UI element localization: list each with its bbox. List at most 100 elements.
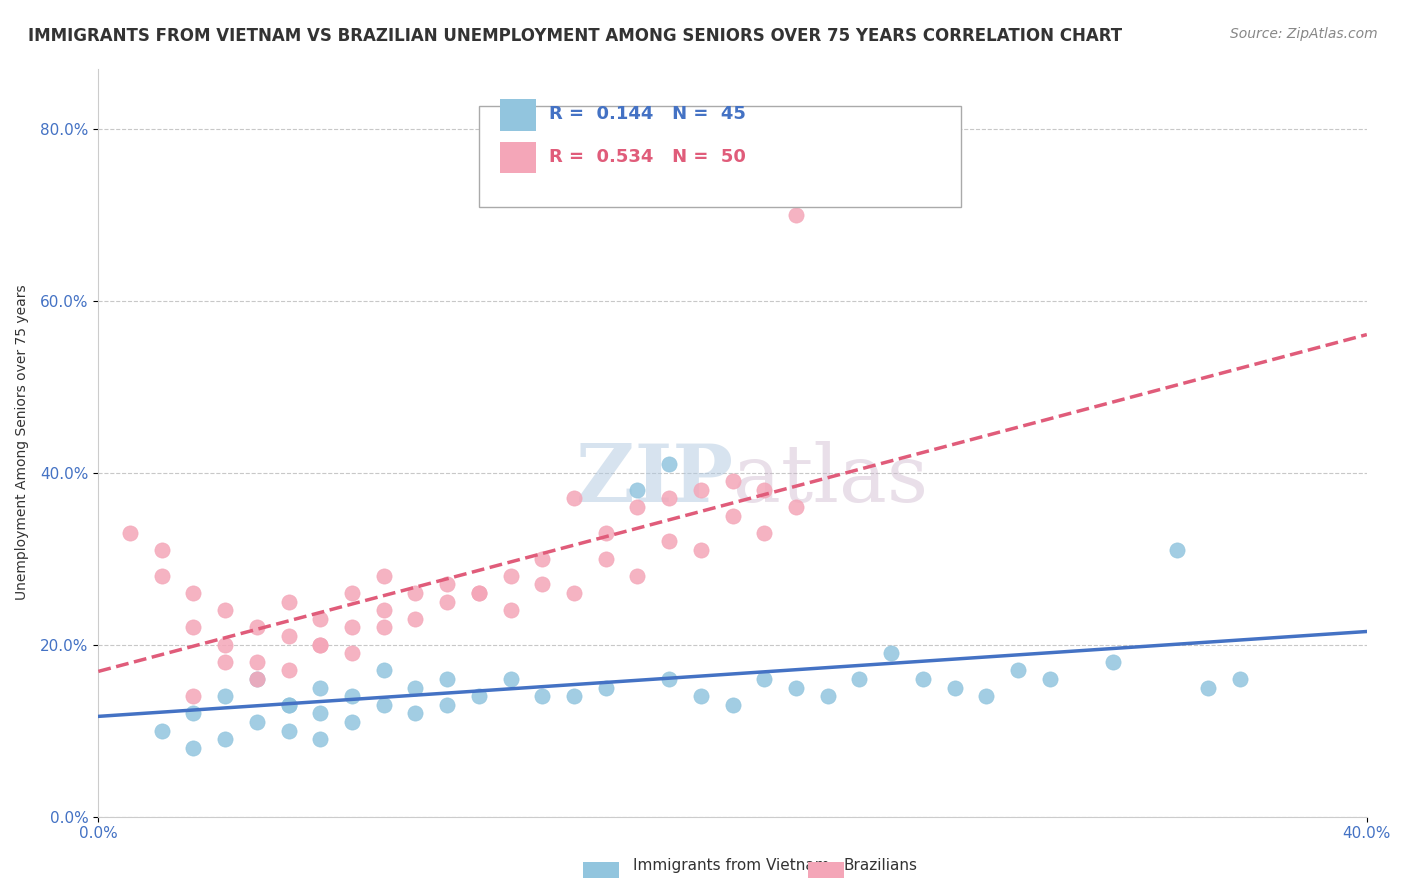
Point: [436, 672, 458, 686]
Point: [562, 690, 585, 704]
Text: atlas: atlas: [733, 441, 928, 519]
Point: [689, 543, 711, 558]
Point: [785, 208, 807, 222]
Point: [309, 638, 332, 652]
Point: [658, 457, 681, 471]
Point: [817, 690, 839, 704]
Point: [150, 723, 173, 738]
Point: [531, 690, 554, 704]
Point: [754, 672, 776, 686]
Point: [183, 620, 205, 634]
Point: [468, 690, 491, 704]
Point: [277, 723, 299, 738]
Point: [499, 603, 522, 617]
Point: [1007, 664, 1029, 678]
Point: [246, 655, 269, 669]
Point: [911, 672, 934, 686]
Point: [499, 569, 522, 583]
Point: [562, 586, 585, 600]
Point: [373, 664, 395, 678]
Point: [404, 586, 426, 600]
Point: [214, 655, 236, 669]
Point: [277, 698, 299, 712]
Point: [721, 508, 744, 523]
Text: R =  0.144   N =  45: R = 0.144 N = 45: [548, 105, 745, 123]
Text: IMMIGRANTS FROM VIETNAM VS BRAZILIAN UNEMPLOYMENT AMONG SENIORS OVER 75 YEARS CO: IMMIGRANTS FROM VIETNAM VS BRAZILIAN UNE…: [28, 27, 1122, 45]
Text: Source: ZipAtlas.com: Source: ZipAtlas.com: [1230, 27, 1378, 41]
Point: [183, 586, 205, 600]
Point: [277, 698, 299, 712]
Point: [626, 483, 648, 497]
Point: [754, 525, 776, 540]
Point: [340, 646, 363, 660]
Point: [436, 594, 458, 608]
Point: [309, 681, 332, 695]
Point: [626, 500, 648, 514]
Point: [721, 698, 744, 712]
Text: ZIP: ZIP: [575, 441, 733, 519]
Point: [309, 612, 332, 626]
Point: [214, 638, 236, 652]
Point: [689, 483, 711, 497]
Point: [595, 551, 617, 566]
Point: [277, 629, 299, 643]
Point: [183, 706, 205, 721]
Point: [880, 646, 903, 660]
Point: [436, 698, 458, 712]
Point: [404, 706, 426, 721]
Point: [340, 586, 363, 600]
Point: [214, 732, 236, 747]
Point: [689, 690, 711, 704]
Point: [658, 534, 681, 549]
Point: [562, 491, 585, 506]
Point: [1197, 681, 1219, 695]
Point: [118, 525, 141, 540]
Point: [309, 732, 332, 747]
Y-axis label: Unemployment Among Seniors over 75 years: Unemployment Among Seniors over 75 years: [15, 285, 30, 600]
Point: [531, 551, 554, 566]
Point: [658, 672, 681, 686]
Point: [595, 525, 617, 540]
Point: [214, 690, 236, 704]
Point: [974, 690, 997, 704]
Point: [1229, 672, 1251, 686]
Text: R =  0.534   N =  50: R = 0.534 N = 50: [548, 148, 745, 166]
Point: [183, 690, 205, 704]
Text: Brazilians: Brazilians: [844, 858, 918, 872]
Point: [531, 577, 554, 591]
Point: [754, 483, 776, 497]
Point: [626, 569, 648, 583]
Point: [183, 740, 205, 755]
Point: [246, 620, 269, 634]
Point: [373, 569, 395, 583]
Point: [1039, 672, 1062, 686]
Point: [468, 586, 491, 600]
Text: Immigrants from Vietnam: Immigrants from Vietnam: [633, 858, 830, 872]
Point: [595, 681, 617, 695]
Point: [658, 491, 681, 506]
Point: [277, 664, 299, 678]
Point: [1102, 655, 1125, 669]
Bar: [501, 142, 536, 173]
Point: [468, 586, 491, 600]
Point: [848, 672, 870, 686]
Point: [373, 603, 395, 617]
Point: [277, 594, 299, 608]
Point: [785, 500, 807, 514]
Point: [785, 681, 807, 695]
Point: [340, 690, 363, 704]
Point: [436, 577, 458, 591]
Point: [214, 603, 236, 617]
Point: [309, 638, 332, 652]
Point: [340, 714, 363, 729]
Point: [309, 706, 332, 721]
FancyBboxPatch shape: [479, 106, 960, 207]
Point: [246, 672, 269, 686]
Point: [404, 681, 426, 695]
Point: [373, 698, 395, 712]
Point: [373, 620, 395, 634]
Point: [246, 672, 269, 686]
Point: [246, 714, 269, 729]
Point: [340, 620, 363, 634]
Point: [150, 543, 173, 558]
